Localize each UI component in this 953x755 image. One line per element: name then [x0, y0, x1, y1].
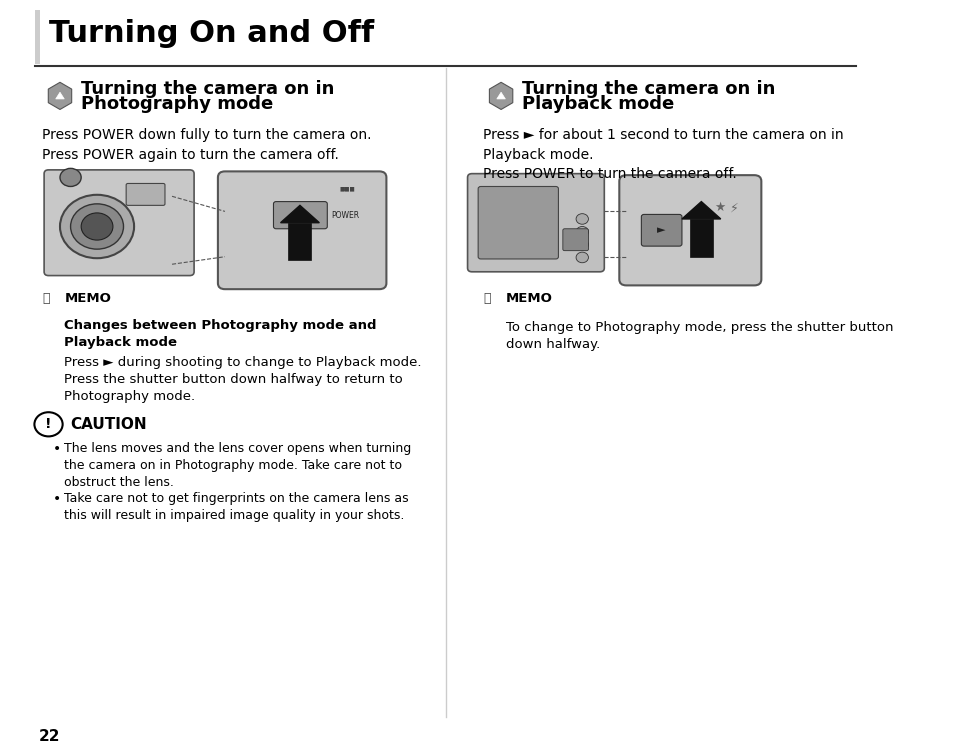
Text: Press ► during shooting to change to Playback mode.
Press the shutter button dow: Press ► during shooting to change to Pla…	[65, 356, 421, 403]
Text: ■■■: ■■■	[339, 186, 355, 191]
Circle shape	[576, 239, 588, 250]
Circle shape	[34, 412, 63, 436]
FancyBboxPatch shape	[562, 229, 588, 251]
Text: •: •	[52, 492, 61, 507]
FancyBboxPatch shape	[35, 10, 40, 64]
Polygon shape	[489, 82, 513, 109]
Circle shape	[71, 204, 123, 249]
FancyBboxPatch shape	[467, 174, 603, 272]
Text: Changes between Photography mode and
Playback mode: Changes between Photography mode and Pla…	[65, 319, 376, 349]
Polygon shape	[55, 92, 64, 99]
Text: To change to Photography mode, press the shutter button
down halfway.: To change to Photography mode, press the…	[505, 321, 892, 351]
Circle shape	[576, 226, 588, 237]
Text: The lens moves and the lens cover opens when turning
the camera on in Photograph: The lens moves and the lens cover opens …	[65, 442, 411, 488]
Text: •: •	[52, 442, 61, 456]
FancyBboxPatch shape	[477, 186, 558, 259]
Text: Take care not to get fingerprints on the camera lens as
this will result in impa: Take care not to get fingerprints on the…	[65, 492, 409, 522]
Text: ★: ★	[714, 201, 725, 214]
Text: POWER: POWER	[331, 211, 358, 220]
Text: Playback mode: Playback mode	[521, 95, 674, 113]
Circle shape	[576, 252, 588, 263]
Circle shape	[60, 195, 134, 258]
Text: Turning On and Off: Turning On and Off	[49, 20, 374, 48]
Text: CAUTION: CAUTION	[71, 417, 147, 432]
Text: ⚡: ⚡	[730, 201, 739, 214]
Text: MEMO: MEMO	[65, 291, 112, 305]
Polygon shape	[681, 202, 720, 219]
Circle shape	[81, 213, 112, 240]
Text: MEMO: MEMO	[505, 291, 552, 305]
Polygon shape	[497, 92, 505, 99]
Text: Press ► for about 1 second to turn the camera on in
Playback mode.
Press POWER t: Press ► for about 1 second to turn the c…	[483, 128, 843, 181]
Text: 📋: 📋	[42, 291, 50, 305]
Text: Photography mode: Photography mode	[81, 95, 274, 113]
Text: 📋: 📋	[483, 291, 491, 305]
Circle shape	[576, 214, 588, 224]
Polygon shape	[49, 82, 71, 109]
FancyBboxPatch shape	[217, 171, 386, 289]
Text: Turning the camera on in: Turning the camera on in	[81, 80, 335, 98]
FancyBboxPatch shape	[618, 175, 760, 285]
Text: ►: ►	[657, 225, 665, 236]
FancyBboxPatch shape	[288, 223, 311, 260]
FancyBboxPatch shape	[274, 202, 327, 229]
Circle shape	[60, 168, 81, 186]
FancyBboxPatch shape	[689, 219, 712, 257]
Text: Press POWER down fully to turn the camera on.
Press POWER again to turn the came: Press POWER down fully to turn the camer…	[42, 128, 372, 162]
Text: Turning the camera on in: Turning the camera on in	[521, 80, 775, 98]
Text: 22: 22	[39, 729, 60, 744]
FancyBboxPatch shape	[640, 214, 681, 246]
FancyBboxPatch shape	[44, 170, 193, 276]
FancyBboxPatch shape	[126, 183, 165, 205]
Text: !: !	[45, 418, 51, 431]
Polygon shape	[280, 205, 319, 223]
